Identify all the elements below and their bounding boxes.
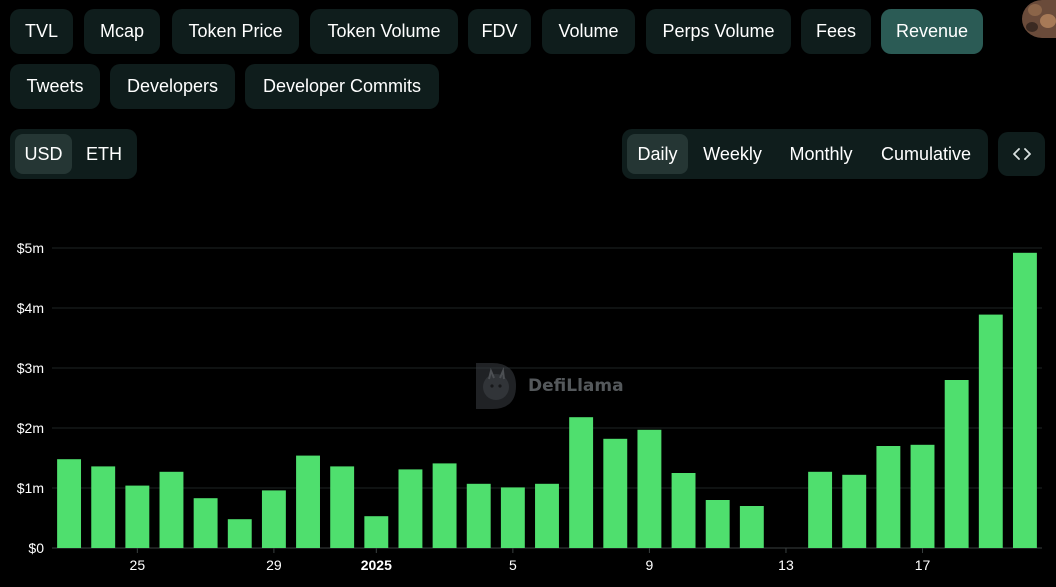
- x-tick-label: 17: [915, 557, 931, 573]
- tab-perps-volume[interactable]: Perps Volume: [646, 9, 791, 54]
- x-tick-label: 13: [778, 557, 794, 573]
- bar[interactable]: [808, 471, 833, 548]
- bar[interactable]: [705, 500, 730, 548]
- bar[interactable]: [637, 429, 662, 548]
- bar[interactable]: [159, 471, 184, 548]
- bar[interactable]: [125, 485, 150, 548]
- y-tick-label: $3m: [17, 360, 44, 376]
- bar[interactable]: [500, 487, 525, 548]
- period-cumulative-button[interactable]: Cumulative: [880, 143, 972, 164]
- watermark-text: DefiLlama: [528, 376, 624, 396]
- avatar-detail: [1040, 14, 1056, 28]
- bar[interactable]: [296, 455, 320, 548]
- tab-fdv[interactable]: FDV: [468, 9, 531, 54]
- tab-token-volume[interactable]: Token Volume: [310, 9, 458, 54]
- tab-revenue[interactable]: Revenue: [881, 9, 983, 54]
- tab-tvl[interactable]: TVL: [10, 9, 73, 54]
- avatar-detail: [1026, 22, 1038, 32]
- currency-usd-button[interactable]: USD: [15, 134, 72, 174]
- bar[interactable]: [535, 483, 559, 548]
- bar[interactable]: [466, 483, 491, 548]
- bar[interactable]: [364, 516, 389, 548]
- period-daily-button[interactable]: Daily: [627, 134, 688, 174]
- tab-developers[interactable]: Developers: [110, 64, 235, 109]
- bar[interactable]: [842, 474, 867, 548]
- user-avatar[interactable]: [1022, 0, 1056, 38]
- tab-volume[interactable]: Volume: [542, 9, 635, 54]
- period-monthly-button[interactable]: Monthly: [789, 143, 853, 164]
- watermark: DefiLlama: [474, 361, 624, 411]
- code-brackets-icon: [1012, 148, 1031, 160]
- bar[interactable]: [227, 519, 252, 548]
- x-tick-label: 5: [509, 557, 517, 573]
- bar[interactable]: [330, 466, 355, 548]
- tab-fees[interactable]: Fees: [801, 9, 871, 54]
- bar[interactable]: [671, 473, 696, 548]
- bar[interactable]: [57, 459, 82, 548]
- bar[interactable]: [978, 314, 1003, 548]
- revenue-bar-chart: $0 $1m $2m $3m $4m $5m 25 29 2025 5 9 13 17: [17, 240, 1042, 573]
- bar[interactable]: [910, 444, 935, 548]
- bar[interactable]: [1012, 252, 1037, 549]
- bar[interactable]: [944, 380, 969, 548]
- embed-button[interactable]: [998, 132, 1045, 176]
- tab-tweets[interactable]: Tweets: [10, 64, 100, 109]
- bar[interactable]: [91, 466, 116, 548]
- x-tick-label: 29: [266, 557, 282, 573]
- y-tick-label: $4m: [17, 300, 44, 316]
- bar[interactable]: [261, 490, 286, 548]
- bar[interactable]: [569, 417, 594, 548]
- y-tick-label: $5m: [17, 240, 44, 256]
- currency-toggle: USD ETH: [10, 129, 137, 179]
- y-tick-label: $0: [28, 540, 44, 556]
- tab-mcap[interactable]: Mcap: [84, 9, 160, 54]
- y-tick-label: $2m: [17, 420, 44, 436]
- x-tick-label: 25: [130, 557, 146, 573]
- period-weekly-button[interactable]: Weekly: [703, 143, 762, 164]
- y-axis: $0 $1m $2m $3m $4m $5m: [17, 240, 44, 556]
- avatar-detail: [1028, 4, 1042, 16]
- bar[interactable]: [398, 469, 423, 548]
- x-axis: 25 29 2025 5 9 13 17: [130, 548, 931, 573]
- currency-eth-button[interactable]: ETH: [86, 143, 122, 164]
- y-tick-label: $1m: [17, 480, 44, 496]
- chart-bars: [57, 252, 1037, 549]
- period-toggle: Daily Weekly Monthly Cumulative: [622, 129, 988, 179]
- x-tick-label: 9: [646, 557, 654, 573]
- bar[interactable]: [876, 446, 901, 548]
- x-tick-label: 2025: [361, 557, 392, 573]
- bar[interactable]: [193, 498, 218, 548]
- bar[interactable]: [739, 506, 764, 548]
- bar[interactable]: [432, 463, 457, 548]
- tab-developer-commits[interactable]: Developer Commits: [245, 64, 439, 109]
- bar[interactable]: [603, 438, 628, 548]
- llama-logo-icon: [476, 363, 516, 409]
- tab-token-price[interactable]: Token Price: [172, 9, 299, 54]
